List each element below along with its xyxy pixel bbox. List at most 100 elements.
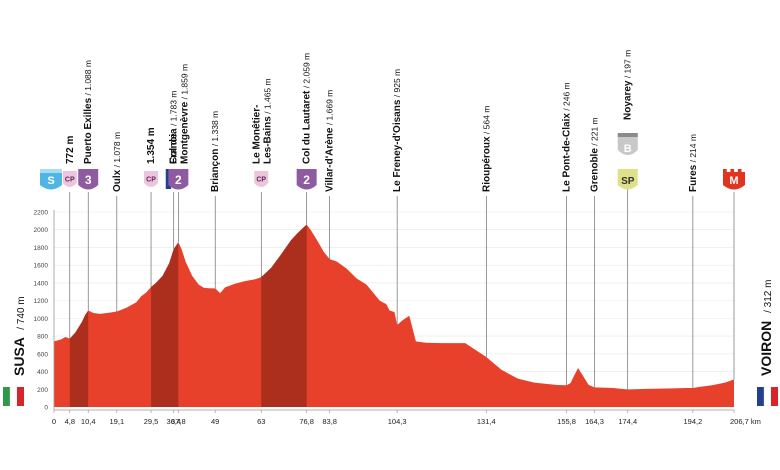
sprint-point-icon xyxy=(617,169,638,190)
start-alt: / 740 m xyxy=(16,296,27,329)
y-tick-label: 2000 xyxy=(34,227,49,234)
x-tick-label: 83,8 xyxy=(322,417,337,426)
y-axis-tick-labels: 0 200 400 600 800 1000 1200 1400 1600 1800 2000 220… xyxy=(34,210,49,412)
x-tick-label: 4,8 xyxy=(65,417,75,426)
y-tick-label: 1400 xyxy=(34,280,49,287)
waypoint-name: Briançon / 1.338 m xyxy=(210,111,221,192)
waypoint-name: Le Freney-d'Oisans / 925 m xyxy=(392,69,403,192)
waypoint-leader-lines xyxy=(69,188,735,390)
france-flag-icon xyxy=(757,386,778,407)
cp-badge: CP xyxy=(144,171,159,187)
checkpoint-shield-icon xyxy=(62,171,77,187)
y-tick-label: 1600 xyxy=(34,263,49,270)
y-tick-label: 400 xyxy=(37,369,48,376)
waypoint-label: 772 m xyxy=(65,136,76,164)
waypoint-label: Villar-d'Arène / 1.669 m xyxy=(325,90,336,192)
mountain-category-icon xyxy=(168,169,189,190)
mountain-category-icon xyxy=(296,169,317,190)
finish-shield-icon xyxy=(723,169,745,190)
waypoint-badges: CP 3 CP 2 CP 2 B SP S M xyxy=(40,133,746,190)
finish-checker xyxy=(737,166,742,169)
elevation-area xyxy=(54,224,734,407)
climb-segment xyxy=(69,310,89,407)
waypoint-name: Col du Lautaret / 2.059 m xyxy=(302,53,313,164)
finish-alt: / 312 m xyxy=(763,280,774,313)
checkpoint-shield-icon xyxy=(254,171,269,187)
waypoint-label: Puerto Exilles / 1.088 m xyxy=(83,60,94,164)
x-tick-label: 29,5 xyxy=(144,417,159,426)
svg-text:SUSA / 740 m: SUSA / 740 m xyxy=(11,296,27,376)
waypoint-name: Le Monêtier-Les-Bains / 1.465 m xyxy=(251,78,273,164)
y-tick-label: 800 xyxy=(37,334,48,341)
badge-label: 2 xyxy=(303,173,310,187)
finish-checker xyxy=(730,166,735,169)
checkpoint-shield-icon xyxy=(144,171,159,187)
waypoint-label: 1.354 m xyxy=(146,127,157,164)
waypoint-label: Col du Lautaret / 2.059 m xyxy=(302,53,313,164)
badge-label: SP xyxy=(621,176,635,187)
waypoint-name: Fures / 214 m xyxy=(688,134,699,192)
y-tick-label: 1800 xyxy=(34,245,49,252)
cat2-badge: 2 xyxy=(296,169,317,190)
waypoint-label: Le Pont-de-Claix / 246 m xyxy=(562,82,573,192)
cat3-badge: 3 xyxy=(78,169,99,190)
waypoint-name: 772 m xyxy=(65,136,76,164)
x-tick-label: 49 xyxy=(211,417,219,426)
badge-label: CP xyxy=(65,177,75,184)
finish-badge: M xyxy=(723,166,746,190)
waypoint-label: Oulx / 1.078 m xyxy=(112,132,123,192)
badge-label: B xyxy=(624,143,632,155)
x-tick-label: 37,8 xyxy=(171,417,186,426)
waypoint-label: Briançon / 1.338 m xyxy=(210,111,221,192)
x-tick-label: 0 xyxy=(52,417,56,426)
badge-label: M xyxy=(729,175,738,187)
x-tick-label: 76,8 xyxy=(299,417,314,426)
start-badge: S xyxy=(40,169,62,190)
x-tick-label: 63 xyxy=(257,417,265,426)
waypoint-label: Francia / 1.783 m xyxy=(169,91,180,164)
y-tick-label: 200 xyxy=(37,387,48,394)
waypoint-name: 1.354 m xyxy=(146,127,157,164)
x-tick-label: 131,4 xyxy=(477,417,496,426)
italy-flag-icon xyxy=(3,386,24,407)
elevation-area-fill xyxy=(54,224,734,407)
y-tick-label: 0 xyxy=(44,405,48,412)
badge-label: S xyxy=(47,175,54,187)
start-shield-icon xyxy=(40,169,62,190)
sp_bonus-badge: B SP xyxy=(617,133,638,190)
y-tick-label: 600 xyxy=(37,351,48,358)
cp-badge: CP xyxy=(254,171,269,187)
climb-segment xyxy=(261,224,307,407)
waypoint-name: Col deMontgenèvre / 1.859 m xyxy=(168,64,190,164)
waypoint-label: Grenoble / 221 m xyxy=(590,117,601,192)
start-name: SUSA xyxy=(11,337,27,376)
axes xyxy=(53,210,734,411)
y-tick-label: 1200 xyxy=(34,298,49,305)
x-tick-label: 174,4 xyxy=(618,417,637,426)
waypoint-name: Le Pont-de-Claix / 246 m xyxy=(562,82,573,192)
x-tick-label: 194,2 xyxy=(683,417,702,426)
badge-label: 3 xyxy=(85,173,92,187)
waypoint-name: Villar-d'Arène / 1.669 m xyxy=(325,90,336,192)
finish-checker xyxy=(726,169,731,172)
x-tick-label: 164,3 xyxy=(585,417,604,426)
badge-label: 2 xyxy=(175,173,182,187)
cat2-badge: 2 xyxy=(168,169,189,190)
waypoint-name: Puerto Exilles / 1.088 m xyxy=(83,60,94,164)
start-label: SUSA / 740 m xyxy=(11,296,27,376)
waypoint-name: Oulx / 1.078 m xyxy=(112,132,123,192)
climb-segment xyxy=(151,242,179,407)
start-shield-band xyxy=(40,169,62,173)
waypoint-name: Rioupéroux / 564 m xyxy=(481,106,492,192)
x-tick-label: 104,3 xyxy=(388,417,407,426)
waypoint-label: Noyarey / 197 m xyxy=(623,50,634,120)
bonus-sprint-icon xyxy=(617,133,638,155)
waypoint-name: Francia / 1.783 m xyxy=(169,91,180,164)
finish-checker xyxy=(741,169,746,172)
waypoint-label: Le Freney-d'Oisans / 925 m xyxy=(392,69,403,192)
waypoint-name: Grenoble / 221 m xyxy=(590,117,601,192)
waypoint-label: Col deMontgenèvre / 1.859 m xyxy=(168,64,190,164)
x-tick-label: 10,4 xyxy=(81,417,96,426)
bonus-sprint-icon-band xyxy=(617,133,638,137)
